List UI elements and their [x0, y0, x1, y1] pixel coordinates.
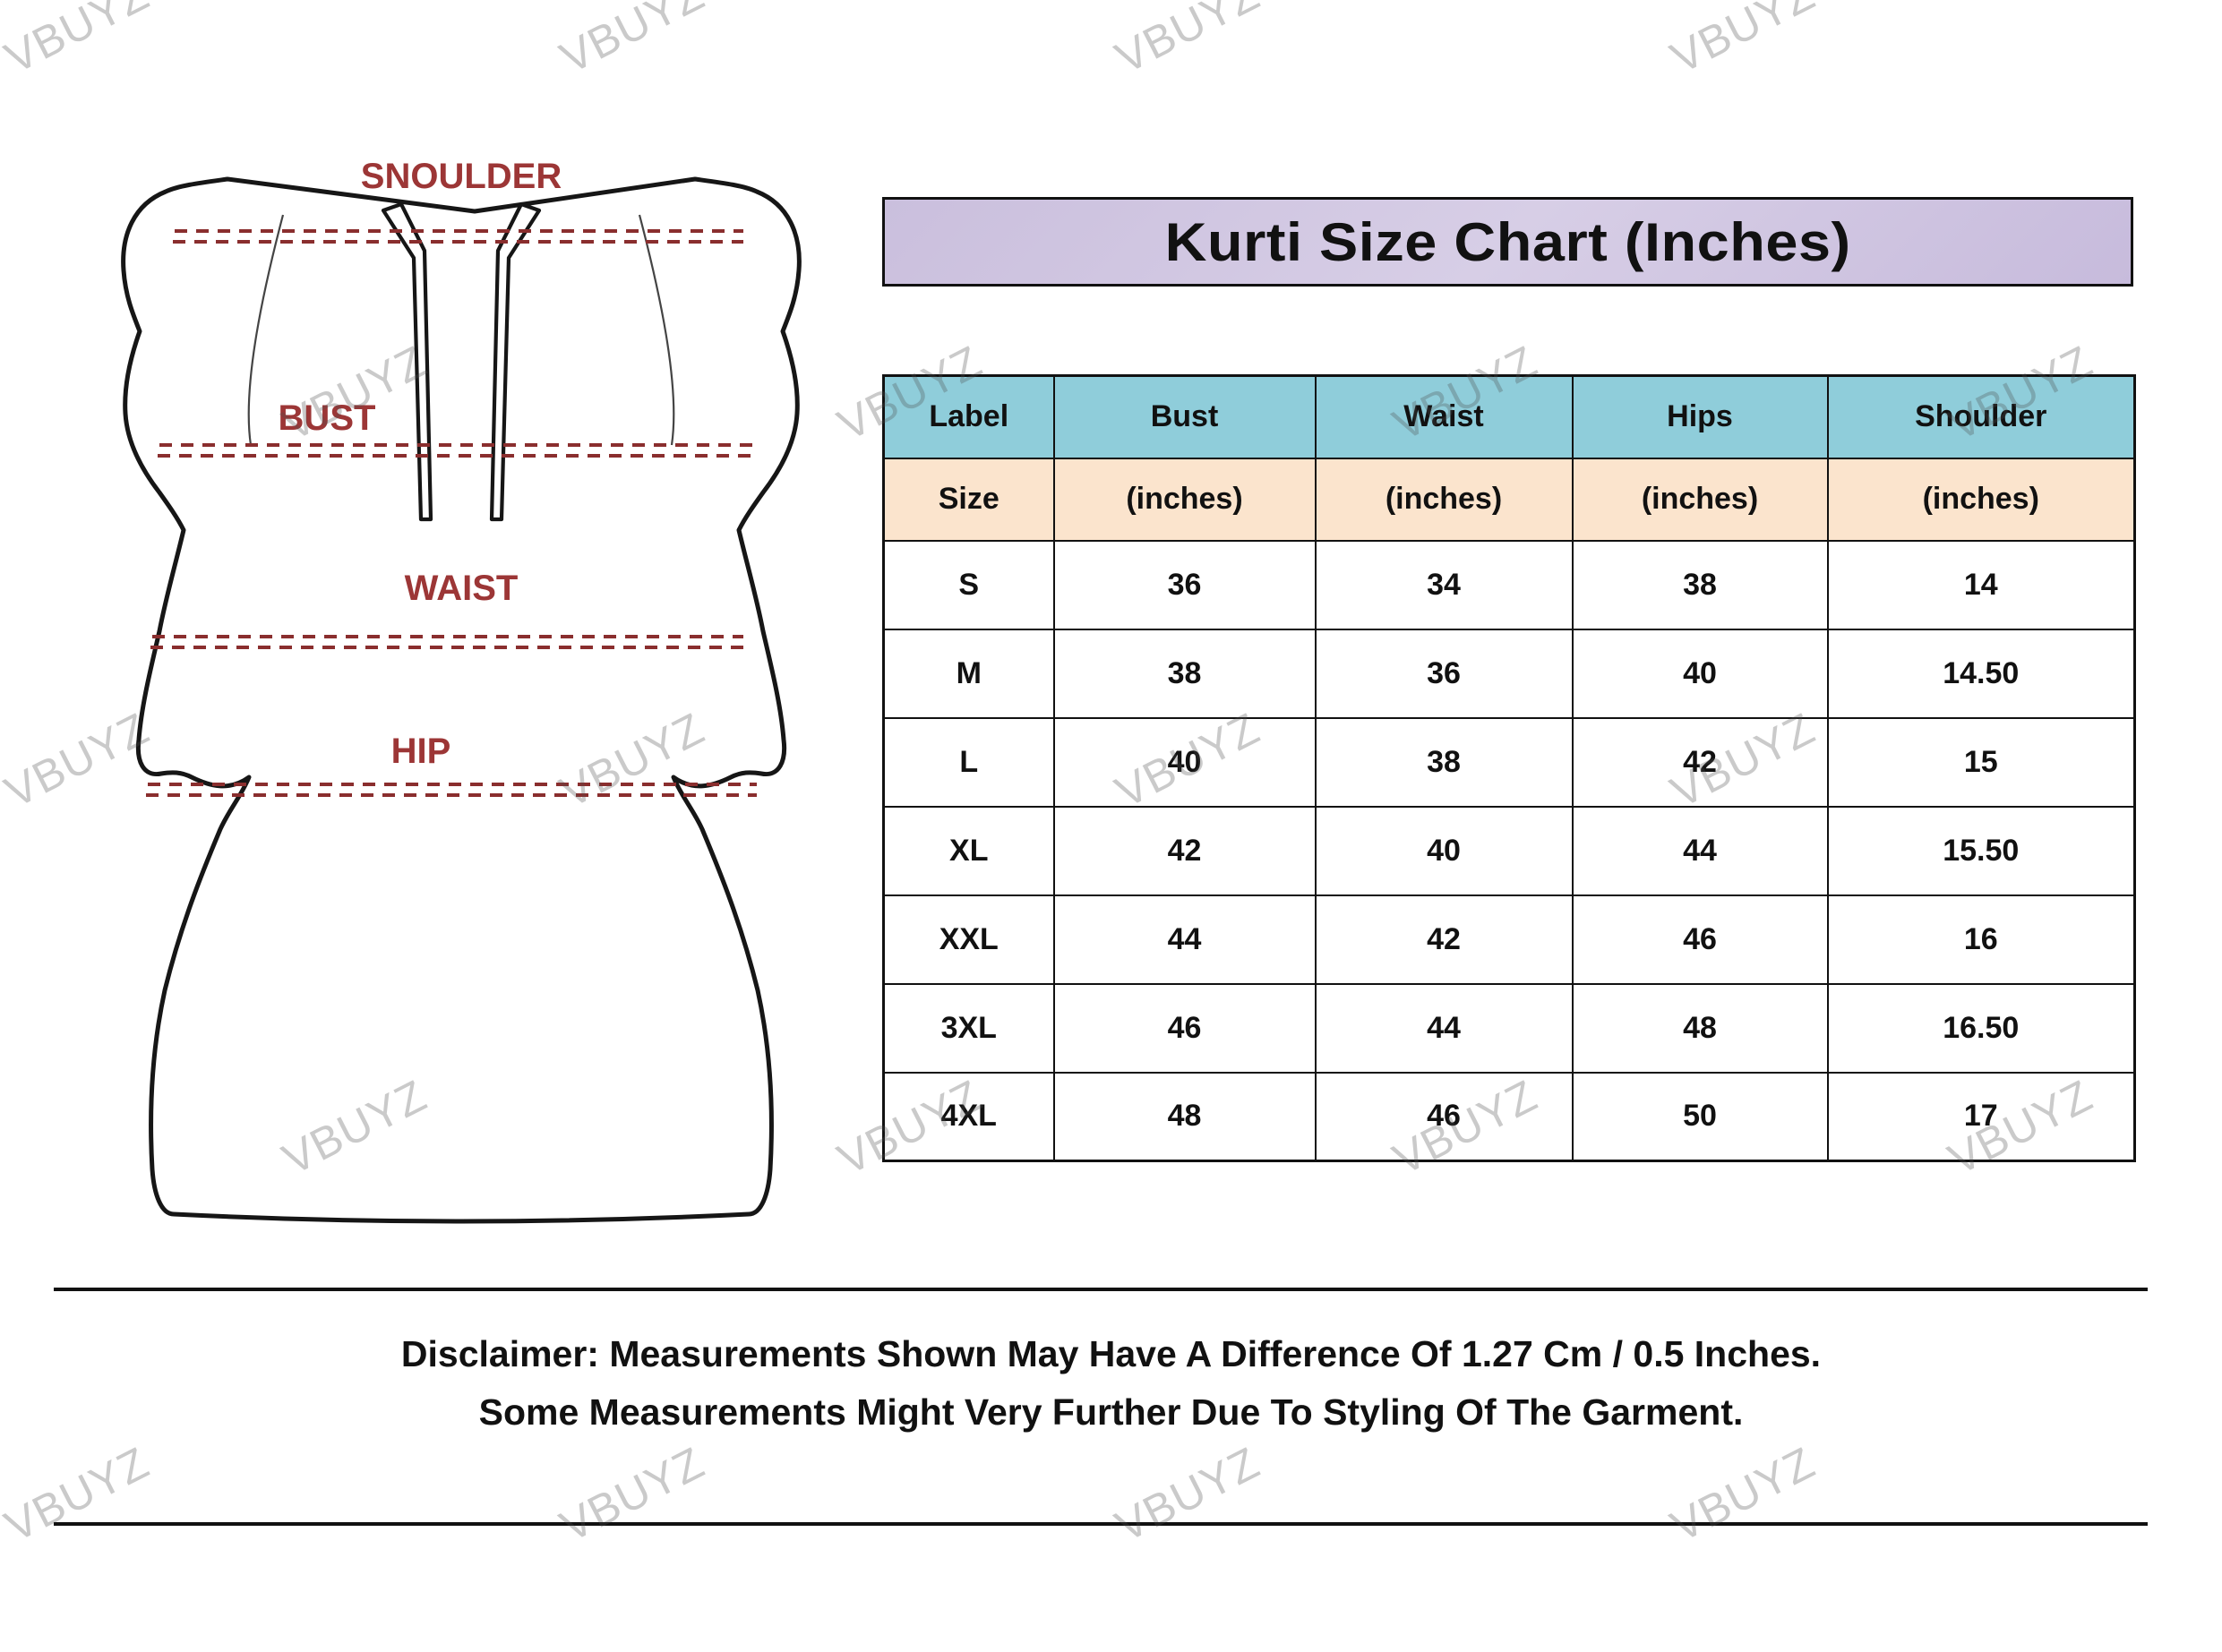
svg-text:WAIST: WAIST — [405, 569, 519, 608]
svg-text:SNOULDER: SNOULDER — [361, 161, 562, 196]
svg-text:HIP: HIP — [391, 732, 451, 771]
svg-text:BUST: BUST — [279, 398, 376, 438]
